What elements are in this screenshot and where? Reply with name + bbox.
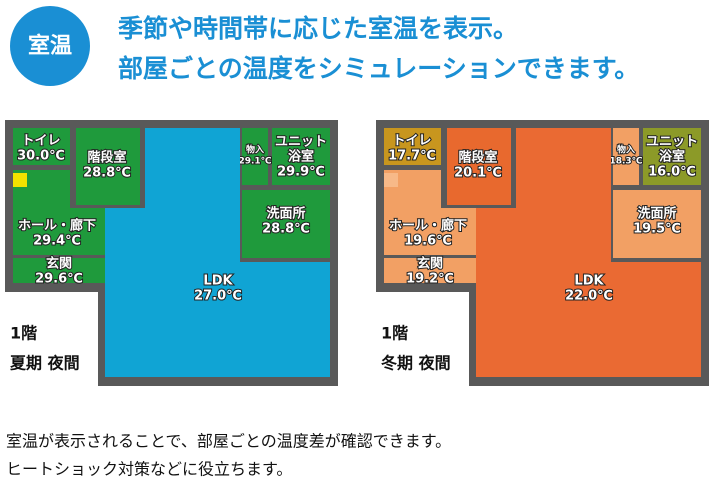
room	[105, 128, 330, 377]
room-temp: 28.8℃	[83, 166, 131, 181]
room-temp: 29.9℃	[277, 165, 325, 180]
room-temp: 28.8℃	[262, 222, 310, 237]
small-square	[13, 173, 27, 187]
room-name: 洗面所	[637, 206, 676, 222]
room	[643, 128, 701, 185]
room-temp: 30.0℃	[17, 149, 65, 164]
floor-label: 1階	[381, 324, 408, 343]
floor-label: 1階	[10, 324, 37, 343]
room	[76, 128, 140, 205]
room-name: 玄関	[46, 256, 72, 272]
room	[13, 170, 105, 255]
season-label: 夏期 夜間	[9, 354, 80, 373]
room-name: 洗面所	[266, 206, 305, 222]
room	[13, 258, 105, 283]
room-temp: 20.1℃	[454, 166, 502, 181]
room-name: 階段室	[87, 150, 126, 166]
room-name: ユニット	[646, 135, 698, 150]
small-square	[384, 173, 398, 187]
room	[384, 128, 441, 165]
room-temp: 29.1℃	[238, 157, 271, 167]
room-name: 物入	[246, 144, 264, 156]
badge-text: 室温	[28, 33, 72, 59]
room-temp: 29.6℃	[35, 272, 83, 287]
headline: 季節や時間帯に応じた室温を表示。	[118, 14, 518, 43]
room	[447, 128, 511, 205]
room-name: 物入	[617, 144, 635, 156]
room	[13, 128, 70, 165]
room-name: LDK	[203, 274, 233, 289]
room-temp: 17.7℃	[388, 149, 436, 164]
room-name: LDK	[574, 274, 604, 289]
room-temp: 19.5℃	[633, 222, 681, 237]
room-name: 玄関	[417, 256, 443, 272]
room-name: 浴室	[659, 149, 685, 165]
room	[242, 190, 330, 258]
badge	[10, 6, 90, 86]
room-name: トイレ	[392, 134, 431, 149]
room-temp: 16.0℃	[648, 165, 696, 180]
headline: 部屋ごとの温度をシミュレーションできます。	[118, 54, 639, 83]
room	[476, 128, 701, 377]
room	[384, 258, 476, 283]
room-name: 階段室	[458, 150, 497, 166]
room	[272, 128, 330, 185]
room-name: ホール・廊下	[389, 218, 467, 234]
room	[613, 190, 701, 258]
room-temp: 19.2℃	[406, 272, 454, 287]
room	[242, 128, 268, 185]
footer-text: 室温が表示されることで、部屋ごとの温度差が確認できます。	[6, 432, 451, 451]
room-temp: 27.0℃	[194, 289, 242, 304]
room-name: 浴室	[288, 149, 314, 165]
season-label: 冬期 夜間	[381, 354, 451, 373]
room-temp: 19.6℃	[404, 234, 452, 249]
room-name: ホール・廊下	[18, 218, 96, 234]
footer-text: ヒートショック対策などに役立ちます。	[6, 460, 292, 479]
room-temp: 29.4℃	[33, 234, 81, 249]
room-temp: 18.3℃	[609, 157, 642, 167]
room	[613, 128, 639, 185]
room	[384, 170, 476, 255]
room-name: トイレ	[21, 134, 60, 149]
room-temp: 22.0℃	[565, 289, 613, 304]
room-name: ユニット	[275, 135, 327, 150]
